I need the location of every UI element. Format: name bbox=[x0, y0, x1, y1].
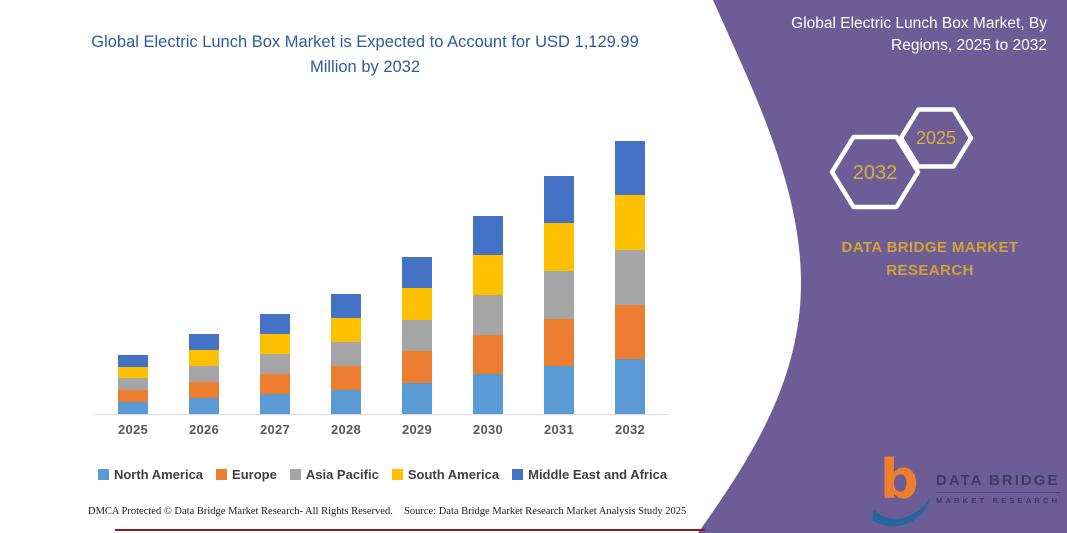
x-axis-label-2028: 2028 bbox=[330, 422, 362, 437]
legend-swatch-icon bbox=[512, 469, 524, 480]
bar-segment-europe-2026 bbox=[189, 382, 219, 399]
hexagon-2025 bbox=[898, 107, 974, 169]
bar-segment-asia-pacific-2029 bbox=[402, 319, 432, 352]
legend-label: Asia Pacific bbox=[305, 467, 379, 482]
bar-segment-europe-2032 bbox=[615, 304, 645, 360]
bar-segment-europe-2030 bbox=[473, 334, 503, 375]
bar-segment-north-america-2030 bbox=[473, 374, 503, 414]
bar-segment-asia-pacific-2031 bbox=[544, 270, 574, 319]
x-axis-label-2026: 2026 bbox=[188, 422, 220, 437]
x-axis-label-2025: 2025 bbox=[117, 422, 149, 437]
bar-segment-north-america-2025 bbox=[118, 402, 148, 414]
bar-segment-south-america-2026 bbox=[189, 350, 219, 367]
legend-label: South America bbox=[407, 467, 500, 482]
bar-segment-asia-pacific-2030 bbox=[473, 294, 503, 335]
hexagon-2032-label: 2032 bbox=[853, 162, 898, 184]
bar-segment-middle-east-and-africa-2028 bbox=[331, 293, 361, 318]
bar-segment-south-america-2028 bbox=[331, 317, 361, 342]
source-note: Source: Data Bridge Market Research Mark… bbox=[404, 506, 687, 517]
legend-label: North America bbox=[113, 467, 204, 482]
x-axis-label-2029: 2029 bbox=[401, 422, 433, 437]
panel-title: Global Electric Lunch Box Market, By Reg… bbox=[791, 15, 1047, 55]
bar-segment-europe-2027 bbox=[260, 374, 290, 394]
bar-segment-north-america-2031 bbox=[544, 366, 574, 414]
legend-item-asia-pacific: Asia Pacific bbox=[289, 467, 379, 482]
bar-segment-asia-pacific-2025 bbox=[118, 378, 148, 391]
bar-chart-plot-area bbox=[95, 130, 670, 414]
legend-label: Middle East and Africa bbox=[528, 467, 668, 482]
bar-segment-north-america-2029 bbox=[402, 382, 432, 414]
hexagon-2032 bbox=[829, 134, 921, 210]
legend-swatch-icon bbox=[289, 469, 301, 480]
bar-segment-asia-pacific-2027 bbox=[260, 354, 290, 375]
bar-segment-south-america-2025 bbox=[118, 366, 148, 379]
bar-segment-europe-2031 bbox=[544, 318, 574, 367]
legend-swatch-icon bbox=[97, 469, 109, 480]
bar-segment-asia-pacific-2026 bbox=[189, 366, 219, 383]
x-axis-label-2027: 2027 bbox=[259, 422, 291, 437]
bar-segment-asia-pacific-2032 bbox=[615, 249, 645, 305]
bar-segment-north-america-2032 bbox=[615, 359, 645, 414]
legend-item-north-america: North America bbox=[97, 467, 204, 482]
dmca-notice: DMCA Protected © Data Bridge Market Rese… bbox=[88, 506, 393, 517]
brand-line-2: RESEARCH bbox=[886, 262, 974, 280]
bar-segment-asia-pacific-2028 bbox=[331, 341, 361, 366]
logo-swoosh-icon bbox=[872, 498, 930, 527]
legend-item-middle-east-and-africa: Middle East and Africa bbox=[512, 467, 667, 482]
bar-segment-middle-east-and-africa-2027 bbox=[260, 314, 290, 335]
bar-segment-europe-2029 bbox=[402, 351, 432, 383]
x-axis-label-2031: 2031 bbox=[543, 422, 575, 437]
legend-label: Europe bbox=[232, 467, 277, 482]
bar-segment-south-america-2032 bbox=[615, 195, 645, 250]
logo-tagline: MARKET RESEARCH bbox=[936, 496, 1061, 505]
bar-segment-middle-east-and-africa-2030 bbox=[473, 215, 503, 256]
hexagon-2025-label: 2025 bbox=[916, 128, 956, 148]
bar-segment-middle-east-and-africa-2025 bbox=[118, 354, 148, 367]
logo-name: DATA BRIDGE bbox=[936, 472, 1061, 493]
bar-segment-north-america-2026 bbox=[189, 398, 219, 414]
bar-segment-europe-2028 bbox=[331, 365, 361, 390]
legend-swatch-icon bbox=[216, 469, 228, 480]
bar-segment-north-america-2027 bbox=[260, 394, 290, 414]
bar-segment-north-america-2028 bbox=[331, 389, 361, 414]
bar-segment-middle-east-and-africa-2026 bbox=[189, 334, 219, 351]
logo-mark: b bbox=[872, 448, 936, 528]
brand-wordmark: DATA BRIDGE MARKET RESEARCH bbox=[810, 236, 1050, 283]
legend-swatch-icon bbox=[391, 469, 403, 480]
bar-segment-south-america-2030 bbox=[473, 255, 503, 295]
bar-segment-south-america-2029 bbox=[402, 288, 432, 320]
year-hexagons: 2032 2025 bbox=[829, 107, 974, 210]
footer-divider-line bbox=[115, 529, 705, 531]
bar-segment-middle-east-and-africa-2029 bbox=[402, 256, 432, 289]
bar-segment-europe-2025 bbox=[118, 390, 148, 403]
data-bridge-logo: b DATA BRIDGE MARKET RESEARCH bbox=[872, 448, 1061, 528]
legend-item-south-america: South America bbox=[391, 467, 500, 482]
logo-b-letter: b bbox=[880, 448, 919, 511]
x-axis-line bbox=[95, 414, 668, 415]
x-axis-label-2030: 2030 bbox=[472, 422, 504, 437]
bar-segment-south-america-2031 bbox=[544, 223, 574, 271]
brand-line-1: DATA BRIDGE MARKET bbox=[841, 239, 1019, 256]
legend-item-europe: Europe bbox=[216, 467, 277, 482]
bar-segment-middle-east-and-africa-2032 bbox=[615, 140, 645, 196]
logo-text: DATA BRIDGE MARKET RESEARCH bbox=[936, 472, 1061, 505]
chart-legend: North America Europe Asia Pacific South Ame… bbox=[90, 467, 675, 482]
x-axis-label-2032: 2032 bbox=[614, 422, 646, 437]
chart-title: Global Electric Lunch Box Market is Expe… bbox=[91, 33, 639, 76]
bar-segment-middle-east-and-africa-2031 bbox=[544, 175, 574, 224]
bar-segment-south-america-2027 bbox=[260, 334, 290, 355]
